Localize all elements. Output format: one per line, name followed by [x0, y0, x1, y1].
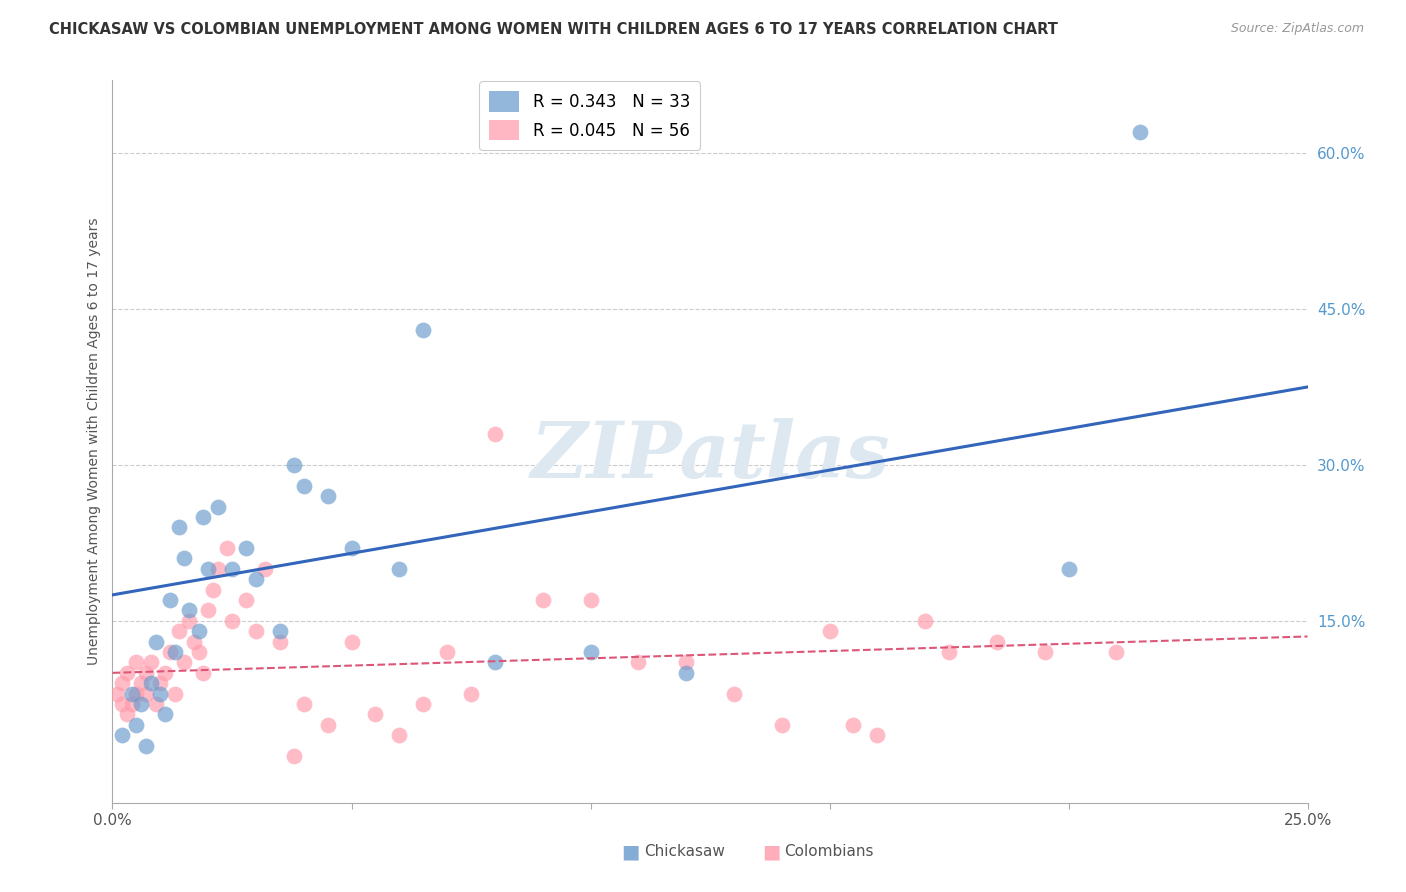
Point: [125, 718, 148, 732]
Point: [183, 634, 205, 648]
Point: [914, 614, 936, 628]
Point: [938, 645, 960, 659]
Point: [340, 541, 363, 555]
Point: [531, 593, 554, 607]
Text: Chickasaw: Chickasaw: [644, 845, 725, 859]
Point: [316, 718, 339, 732]
Point: [818, 624, 841, 639]
Point: [159, 645, 181, 659]
Point: [115, 707, 138, 722]
Point: [145, 697, 167, 711]
Point: [169, 624, 191, 639]
Point: [292, 697, 315, 711]
Point: [245, 624, 267, 639]
Point: [111, 676, 134, 690]
Point: [269, 624, 291, 639]
Point: [129, 697, 152, 711]
Point: [129, 676, 152, 690]
Point: [125, 656, 148, 670]
Point: [269, 634, 291, 648]
Point: [388, 562, 411, 576]
Point: [149, 687, 172, 701]
Point: [193, 509, 215, 524]
Point: [221, 562, 243, 576]
Point: [159, 593, 181, 607]
Point: [121, 687, 143, 701]
Point: [145, 634, 167, 648]
Point: [125, 687, 148, 701]
Point: [316, 489, 339, 503]
Point: [111, 697, 134, 711]
Point: [163, 645, 186, 659]
Point: [163, 687, 186, 701]
Y-axis label: Unemployment Among Women with Children Ages 6 to 17 years: Unemployment Among Women with Children A…: [87, 218, 101, 665]
Point: [986, 634, 1008, 648]
Point: [111, 728, 134, 742]
Point: [115, 665, 138, 680]
Point: [135, 687, 157, 701]
Point: [675, 665, 697, 680]
Point: [340, 634, 363, 648]
Point: [173, 551, 195, 566]
Point: [283, 458, 305, 472]
Point: [149, 676, 172, 690]
Text: CHICKASAW VS COLOMBIAN UNEMPLOYMENT AMONG WOMEN WITH CHILDREN AGES 6 TO 17 YEARS: CHICKASAW VS COLOMBIAN UNEMPLOYMENT AMON…: [49, 22, 1059, 37]
Text: ■: ■: [762, 842, 780, 862]
Legend: R = 0.343   N = 33, R = 0.045   N = 56: R = 0.343 N = 33, R = 0.045 N = 56: [479, 81, 700, 151]
Point: [723, 687, 745, 701]
Point: [1033, 645, 1056, 659]
Point: [235, 593, 257, 607]
Point: [193, 665, 215, 680]
Point: [105, 687, 128, 701]
Point: [139, 676, 162, 690]
Point: [177, 603, 200, 617]
Point: [579, 645, 602, 659]
Point: [254, 562, 277, 576]
Point: [866, 728, 889, 742]
Text: ■: ■: [621, 842, 640, 862]
Text: ZIPatlas: ZIPatlas: [530, 417, 890, 494]
Point: [484, 426, 506, 441]
Point: [177, 614, 200, 628]
Point: [1129, 125, 1152, 139]
Point: [235, 541, 257, 555]
Point: [579, 593, 602, 607]
Point: [436, 645, 458, 659]
Point: [121, 697, 143, 711]
Point: [187, 645, 209, 659]
Point: [221, 614, 243, 628]
Point: [842, 718, 865, 732]
Point: [460, 687, 482, 701]
Point: [412, 697, 434, 711]
Point: [197, 562, 219, 576]
Point: [1105, 645, 1128, 659]
Point: [364, 707, 387, 722]
Point: [197, 603, 219, 617]
Point: [292, 479, 315, 493]
Point: [245, 572, 267, 586]
Point: [173, 656, 195, 670]
Text: Source: ZipAtlas.com: Source: ZipAtlas.com: [1230, 22, 1364, 36]
Point: [207, 562, 229, 576]
Point: [153, 707, 176, 722]
Point: [675, 656, 697, 670]
Point: [169, 520, 191, 534]
Point: [135, 665, 157, 680]
Point: [187, 624, 209, 639]
Point: [412, 323, 434, 337]
Point: [135, 739, 157, 753]
Point: [388, 728, 411, 742]
Point: [207, 500, 229, 514]
Point: [201, 582, 224, 597]
Point: [283, 749, 305, 764]
Point: [1057, 562, 1080, 576]
Text: Colombians: Colombians: [785, 845, 875, 859]
Point: [217, 541, 239, 555]
Point: [627, 656, 650, 670]
Point: [770, 718, 793, 732]
Point: [139, 656, 162, 670]
Point: [153, 665, 176, 680]
Point: [484, 656, 506, 670]
